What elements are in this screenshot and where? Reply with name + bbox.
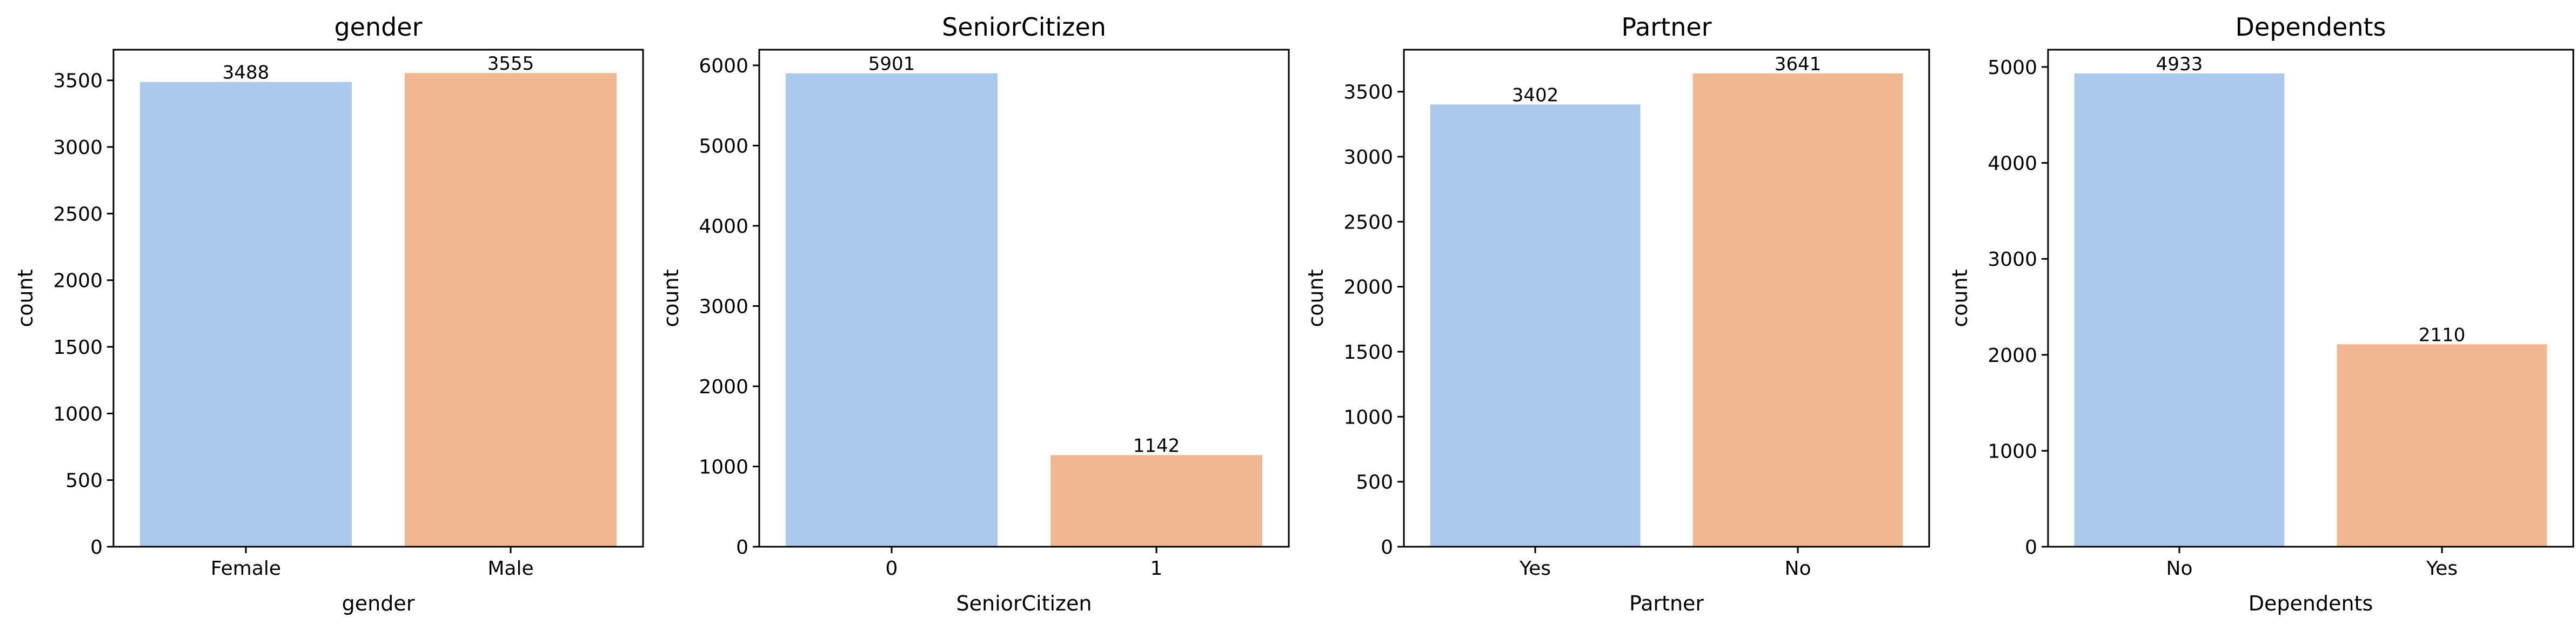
- y-axis-label: count: [659, 269, 683, 327]
- chart-panel-seniorcitizen: 5901 0 1142 1 0 1000 2000 3000 4000 5000 6000 Senio…: [659, 12, 1290, 615]
- chart-title: Partner: [1621, 12, 1711, 42]
- y-tick-label: 0: [2025, 536, 2037, 559]
- x-tick-label: No: [2166, 558, 2193, 580]
- y-axis-label: count: [1948, 269, 1972, 327]
- y-tick-label: 500: [1356, 472, 1393, 494]
- y-tick-label: 2000: [699, 376, 748, 398]
- bar-male: [405, 73, 617, 547]
- chart-title: SeniorCitizen: [942, 12, 1106, 42]
- y-tick-label: 3500: [1343, 82, 1393, 104]
- y-tick-label: 2000: [53, 270, 103, 292]
- x-axis-label: Dependents: [2249, 592, 2373, 615]
- x-axis-label: Partner: [1629, 592, 1704, 615]
- axes-frame: [112, 49, 644, 548]
- y-tick-label: 3000: [1988, 249, 2037, 271]
- axes-frame: [1403, 49, 1930, 548]
- data-label: 2110: [2419, 324, 2466, 346]
- y-tick-label: 1500: [1343, 341, 1393, 364]
- chart-title: Dependents: [2235, 12, 2386, 42]
- chart-title: gender: [334, 12, 422, 42]
- data-label: 1142: [1133, 435, 1180, 457]
- x-tick-label: Yes: [2426, 558, 2458, 580]
- y-tick-label: 5000: [1988, 57, 2037, 79]
- y-tick-label: 2000: [1988, 345, 2037, 367]
- data-label: 4933: [2156, 53, 2203, 75]
- y-tick-label: 0: [1381, 536, 1393, 559]
- y-tick-label: 3500: [53, 70, 103, 92]
- x-tick-label: 1: [1150, 558, 1163, 580]
- y-tick-label: 1000: [1343, 406, 1393, 428]
- y-tick-label: 5000: [699, 135, 748, 157]
- y-tick-label: 3000: [53, 137, 103, 159]
- data-label: 3402: [1512, 84, 1559, 106]
- bar-yes: [1430, 104, 1641, 547]
- y-tick-label: 4000: [699, 216, 748, 238]
- y-tick-label: 2500: [1343, 211, 1393, 233]
- y-tick-label: 6000: [699, 55, 748, 77]
- y-tick-label: 3000: [699, 296, 748, 318]
- chart-panel-gender: 3488 Female 3555 Male 0 500 1000 1500 2000 2500 30…: [14, 12, 644, 615]
- x-tick-label: Female: [211, 558, 281, 580]
- y-tick-label: 2500: [53, 203, 103, 225]
- bar-no: [1692, 73, 1903, 547]
- axes-frame: [758, 49, 1290, 548]
- y-tick-label: 3000: [1343, 146, 1393, 169]
- data-label: 3641: [1775, 53, 1822, 75]
- y-tick-label: 2000: [1343, 277, 1393, 299]
- y-tick-label: 1500: [53, 337, 103, 359]
- bar-1: [1051, 455, 1262, 547]
- y-tick-label: 4000: [1988, 153, 2037, 175]
- data-label: 3488: [223, 62, 270, 84]
- y-tick-label: 1000: [53, 403, 103, 425]
- axes-frame: [2047, 49, 2574, 548]
- y-tick-label: 1000: [1988, 440, 2037, 462]
- y-tick-label: 500: [65, 470, 103, 492]
- x-axis-label: gender: [342, 592, 415, 615]
- bar-0: [786, 73, 998, 547]
- y-axis-label: count: [14, 269, 37, 327]
- chart-panel-dependents: 4933 No 2110 Yes 0 1000 2000 3000 4000 5000 Depend…: [1948, 12, 2574, 615]
- x-tick-label: 0: [886, 558, 898, 580]
- y-tick-label: 1000: [699, 456, 748, 478]
- bar-yes: [2337, 344, 2547, 547]
- data-label: 5901: [868, 53, 915, 75]
- x-tick-label: No: [1785, 558, 1811, 580]
- bar-female: [140, 82, 352, 547]
- y-tick-label: 0: [736, 536, 748, 559]
- y-axis-label: count: [1304, 269, 1328, 327]
- bar-no: [2074, 73, 2285, 547]
- x-tick-label: Male: [487, 558, 533, 580]
- chart-panel-partner: 3402 Yes 3641 No 0 500 1000 1500 2000 2500 3000 350…: [1304, 12, 1930, 615]
- x-tick-label: Yes: [1519, 558, 1551, 580]
- y-tick-label: 0: [90, 536, 103, 559]
- data-label: 3555: [487, 53, 534, 75]
- x-axis-label: SeniorCitizen: [956, 592, 1092, 615]
